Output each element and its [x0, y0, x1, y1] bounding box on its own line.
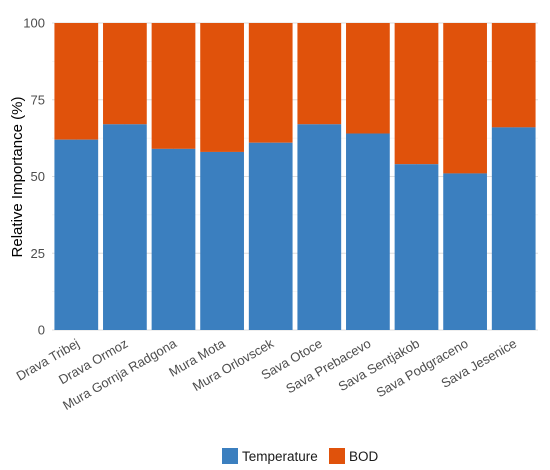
y-tick-label: 75 [31, 92, 45, 107]
bar-temperature [394, 164, 439, 330]
x-tick-label: Mura Orlovscek [190, 335, 277, 394]
legend-label: Temperature [242, 449, 318, 464]
bar-bod [491, 23, 536, 128]
bar-temperature [491, 127, 536, 330]
bar-temperature [297, 124, 342, 330]
y-tick-label: 25 [31, 246, 45, 261]
legend: Temperature BOD [222, 448, 379, 464]
bar-temperature [54, 139, 99, 330]
legend-label: BOD [349, 449, 379, 464]
y-axis-title: Relative Importance (%) [9, 97, 26, 258]
bar-bod [54, 23, 99, 140]
bar-bod [103, 23, 147, 125]
bar-temperature [346, 133, 390, 330]
bar-bod [346, 23, 390, 134]
legend-swatch [329, 448, 345, 464]
x-tick-label: Sava Prebacevo [283, 336, 373, 397]
y-tick-label: 50 [31, 169, 45, 184]
bar-temperature [443, 173, 487, 330]
bar-temperature [200, 151, 244, 330]
bar-bod [151, 23, 196, 149]
bar-temperature [248, 142, 293, 330]
bar-bod [443, 23, 487, 174]
y-axis-ticks: 0 25 50 75 100 [23, 16, 45, 338]
bar-bod [248, 23, 293, 143]
y-tick-label: 100 [23, 16, 45, 31]
bars [54, 23, 536, 330]
bar-temperature [103, 124, 147, 330]
y-tick-label: 0 [38, 323, 45, 338]
bar-temperature [151, 148, 196, 330]
bar-bod [297, 23, 342, 125]
bar-bod [394, 23, 439, 165]
legend-swatch [222, 448, 238, 464]
bar-bod [200, 23, 244, 152]
